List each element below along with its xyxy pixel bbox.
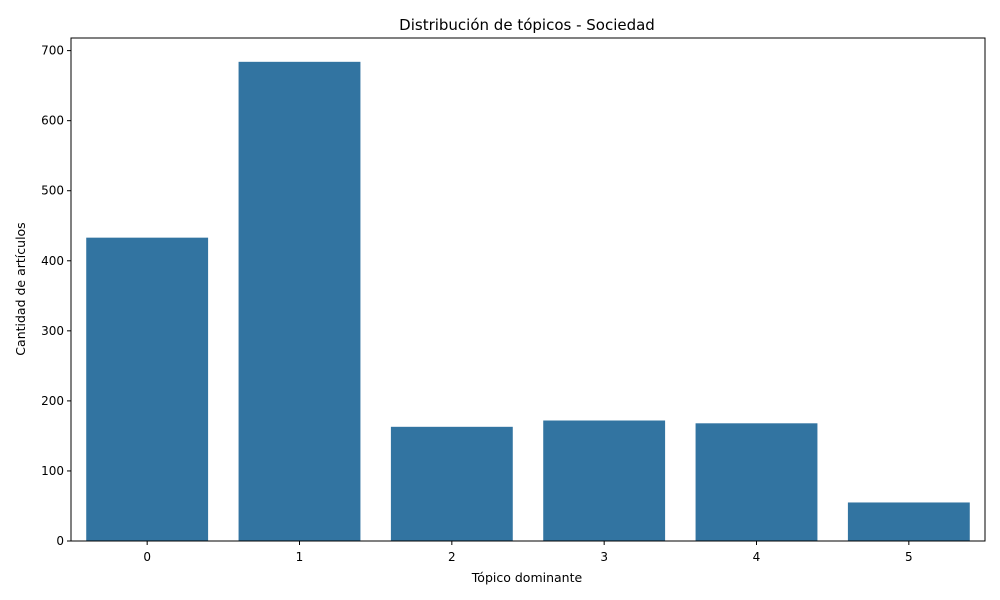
y-tick-label-600: 600 [41, 114, 64, 128]
y-axis-label: Cantidad de artículos [13, 222, 28, 355]
y-tick-label-100: 100 [41, 464, 64, 478]
x-tick-label-1: 1 [296, 550, 304, 564]
bar-1 [238, 61, 361, 542]
y-tick-label-400: 400 [41, 254, 64, 268]
x-axis-label: Tópico dominante [471, 570, 583, 585]
x-tick-label-3: 3 [600, 550, 608, 564]
y-tick-label-300: 300 [41, 324, 64, 338]
x-tick-label-2: 2 [448, 550, 456, 564]
x-tick-label-5: 5 [905, 550, 913, 564]
chart-title: Distribución de tópicos - Sociedad [399, 16, 655, 34]
y-tick-label-0: 0 [56, 534, 64, 548]
plot-frame [70, 37, 986, 542]
x-tick-label-0: 0 [143, 550, 151, 564]
bar-2 [390, 426, 513, 541]
bar-0 [86, 237, 209, 542]
y-tick-label-500: 500 [41, 184, 64, 198]
bar-3 [543, 420, 666, 541]
y-axis: 0 100 200 300 400 500 600 700 [41, 44, 71, 548]
bar-5 [847, 502, 970, 541]
bar-4 [695, 423, 818, 541]
y-tick-label-200: 200 [41, 394, 64, 408]
bars [86, 61, 970, 542]
y-tick-label-700: 700 [41, 44, 64, 58]
x-tick-label-4: 4 [753, 550, 761, 564]
x-axis: 0 1 2 3 4 5 [143, 541, 913, 564]
